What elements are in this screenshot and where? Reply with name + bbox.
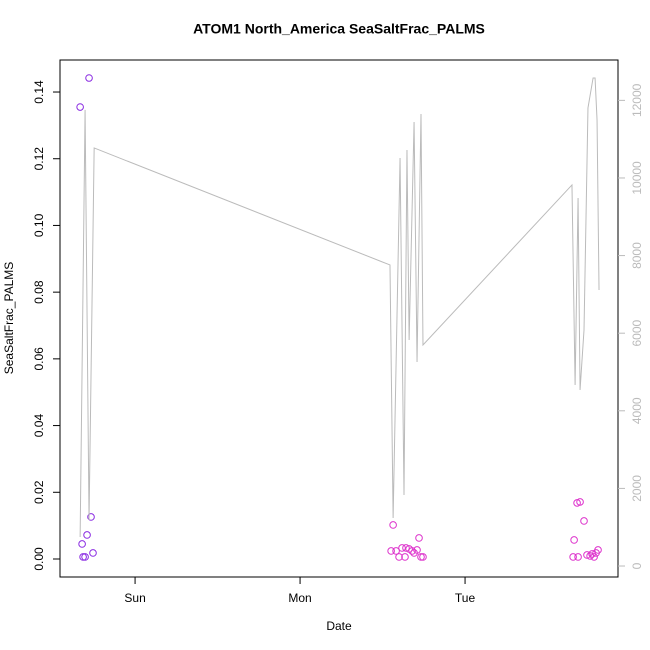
point (570, 536, 578, 544)
point (408, 547, 416, 555)
y-tick-label: 0.14 (32, 80, 46, 104)
x-axis-label: Date (326, 619, 352, 633)
x-tick-label: Tue (455, 591, 476, 605)
point (413, 546, 421, 554)
y-tick-label: 0.04 (32, 414, 46, 438)
point (590, 553, 598, 561)
point (398, 544, 406, 552)
point (81, 553, 89, 561)
x-tick-label: Sun (124, 591, 145, 605)
y-axis-label: SeaSaltFrac_PALMS (2, 262, 16, 375)
x-tick-label: Mon (288, 591, 311, 605)
point (392, 547, 400, 555)
y2-tick-label: 12000 (630, 83, 644, 117)
point (401, 553, 409, 561)
point (419, 553, 427, 561)
chart-title: ATOM1 North_America SeaSaltFrac_PALMS (193, 21, 485, 37)
y-tick-label: 0.02 (32, 480, 46, 504)
point (402, 544, 410, 552)
y-tick-label: 0.10 (32, 213, 46, 237)
y2-tick-label: 2000 (630, 475, 644, 502)
y-tick-label: 0.12 (32, 147, 46, 171)
point (417, 553, 425, 561)
y2-tick-label: 6000 (630, 320, 644, 347)
point (85, 74, 93, 82)
point (387, 547, 395, 555)
point (586, 552, 594, 560)
y2-tick-label: 0 (630, 562, 644, 569)
point (583, 551, 591, 559)
plot-box (59, 59, 619, 578)
y-tick-label: 0.06 (32, 347, 46, 371)
line (79, 77, 600, 538)
point (594, 546, 602, 554)
point (87, 513, 95, 521)
point (580, 517, 588, 525)
point (389, 521, 397, 529)
y2-tick-label: 8000 (630, 242, 644, 269)
point (83, 531, 91, 539)
point (79, 553, 87, 561)
point (415, 534, 423, 542)
y2-tick-label: 4000 (630, 397, 644, 424)
point (395, 553, 403, 561)
point (576, 498, 584, 506)
y-tick-label: 0.08 (32, 280, 46, 304)
point (574, 553, 582, 561)
point (78, 540, 86, 548)
point (89, 549, 97, 557)
y2-tick-label: 10000 (630, 161, 644, 195)
y-tick-label: 0.00 (32, 547, 46, 571)
point (76, 103, 84, 111)
point (569, 553, 577, 561)
